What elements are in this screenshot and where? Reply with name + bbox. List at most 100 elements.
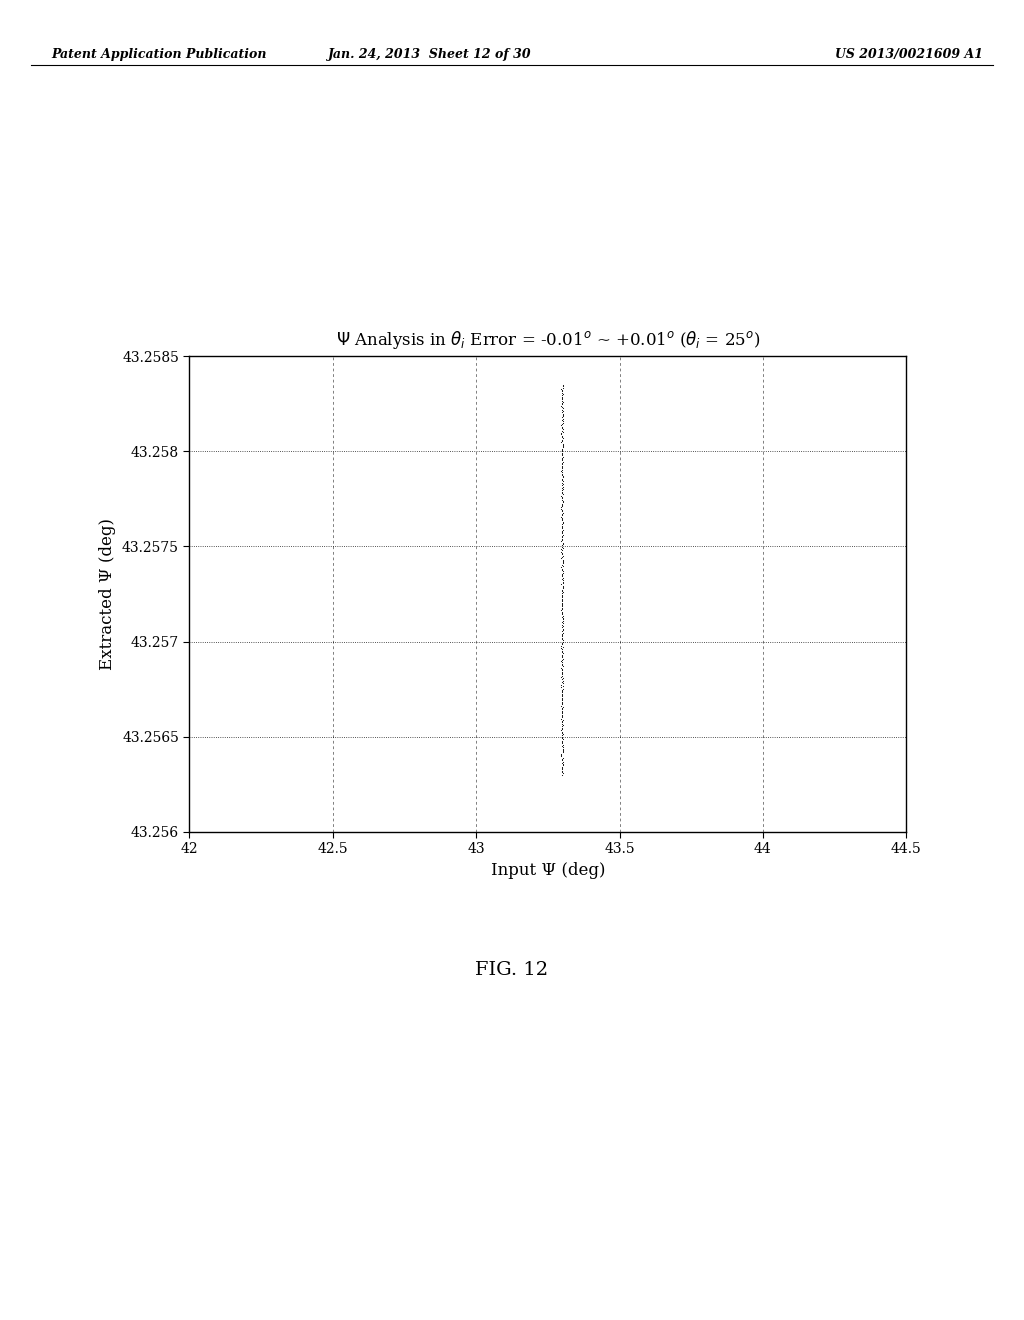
Point [554,763,570,784]
Point [553,424,569,445]
Point [554,751,570,772]
Point [553,498,569,519]
Point [554,717,570,738]
Point [554,647,570,668]
Point [554,759,570,780]
Point [554,727,570,748]
Point [555,619,571,640]
Point [555,378,571,399]
Point [554,494,570,515]
Point [555,384,571,405]
Point [555,479,571,500]
Point [554,558,570,579]
Point [553,657,569,678]
Point [555,400,571,421]
Point [553,544,569,565]
Point [554,709,570,730]
Point [554,380,570,401]
Point [554,616,570,638]
Point [554,516,570,537]
Point [554,454,570,475]
Point [554,387,570,408]
Point [555,474,571,495]
Point [554,723,570,744]
Point [554,593,570,614]
Point [554,511,570,532]
Point [554,598,570,619]
Point [554,669,570,690]
Point [554,532,570,553]
Text: Jan. 24, 2013  Sheet 12 of 30: Jan. 24, 2013 Sheet 12 of 30 [329,48,531,61]
Point [554,495,570,516]
Point [553,638,569,659]
Point [553,569,569,590]
Point [554,705,570,726]
Point [554,430,570,451]
Point [554,480,570,502]
Point [553,730,569,751]
Point [554,407,570,428]
Point [555,411,571,432]
Point [554,462,570,483]
Point [555,615,571,636]
Point [554,656,570,677]
Point [554,585,570,606]
Point [553,677,569,698]
Point [553,392,569,413]
Point [554,581,570,602]
Point [553,694,569,715]
Point [553,541,569,562]
Point [554,609,570,630]
Point [554,487,570,508]
Point [554,698,570,719]
Point [554,520,570,541]
Point [554,628,570,649]
Point [554,401,570,422]
Point [555,742,571,763]
Point [554,388,570,409]
Point [554,700,570,721]
Point [554,601,570,622]
Point [554,715,570,737]
Point [554,409,570,430]
Point [554,760,570,781]
Point [554,701,570,722]
Point [553,441,569,462]
Point [554,653,570,675]
Point [554,589,570,610]
Point [555,673,571,694]
Point [553,702,569,723]
Point [554,690,570,711]
Point [554,426,570,447]
Text: Patent Application Publication: Patent Application Publication [51,48,266,61]
Point [554,607,570,628]
Point [553,461,569,482]
Point [554,711,570,733]
Point [554,440,570,461]
Point [554,725,570,746]
Point [555,747,571,768]
Point [553,383,569,404]
Point [554,645,570,667]
Point [554,631,570,652]
Point [553,499,569,520]
Point [554,484,570,506]
Point [554,396,570,417]
Point [554,463,570,484]
Point [554,444,570,465]
Point [553,692,569,713]
Point [554,590,570,611]
Point [555,671,571,692]
Point [554,626,570,647]
Point [553,746,569,767]
Point [554,659,570,680]
Point [554,632,570,653]
Point [553,395,569,416]
Point [554,704,570,725]
Point [553,675,569,696]
Text: US 2013/0021609 A1: US 2013/0021609 A1 [835,48,983,61]
Point [554,393,570,414]
Point [554,756,570,777]
Point [555,570,571,591]
Point [554,507,570,528]
